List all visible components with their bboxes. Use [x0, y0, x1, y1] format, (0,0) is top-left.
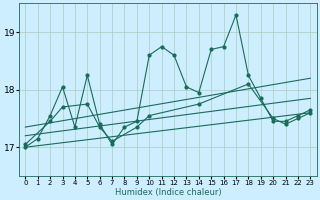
X-axis label: Humidex (Indice chaleur): Humidex (Indice chaleur)	[115, 188, 221, 197]
